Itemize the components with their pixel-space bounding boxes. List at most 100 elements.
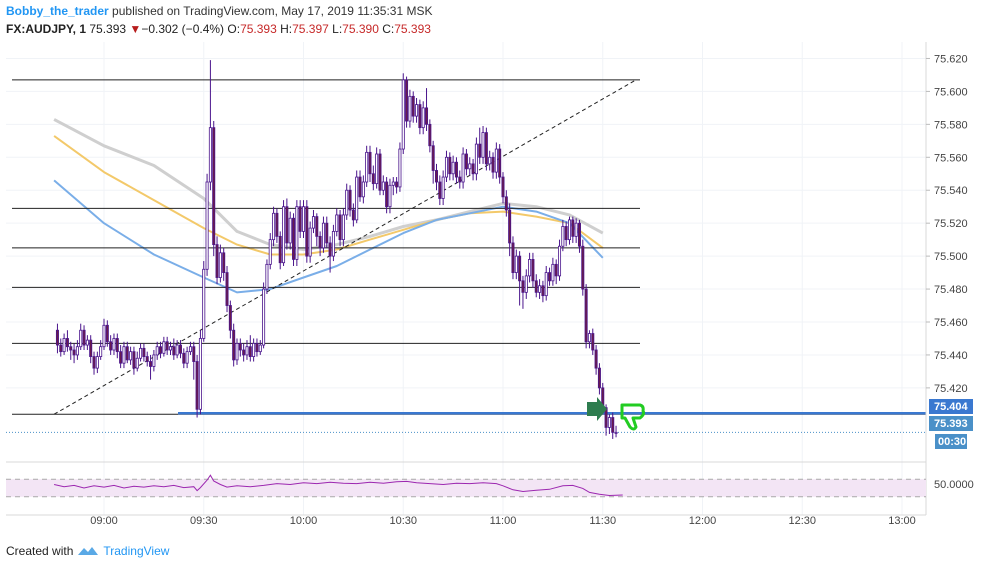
tradingview-brand[interactable]: TradingView <box>103 544 170 558</box>
candle-body <box>594 349 598 369</box>
candle-body <box>208 127 212 183</box>
candle-body <box>425 107 429 125</box>
candle-body <box>235 343 239 361</box>
rsi-band <box>6 479 926 497</box>
candle-body <box>145 356 149 362</box>
candle-body <box>105 324 109 343</box>
long-arrow-icon <box>587 397 607 421</box>
author-link[interactable]: Bobby_the_trader <box>6 4 109 18</box>
candle-body <box>102 324 106 348</box>
candle-body <box>614 431 618 434</box>
candle-body <box>355 176 359 221</box>
candle-body <box>524 275 528 293</box>
candle-body <box>511 242 515 273</box>
candle-body <box>361 181 365 198</box>
candle-body <box>245 346 249 356</box>
moving-average-line <box>53 179 604 294</box>
annotations <box>587 397 646 431</box>
y-tick-label: 75.560 <box>934 152 968 164</box>
moving-average-line <box>53 135 604 256</box>
candle-body <box>212 127 216 245</box>
candle-body <box>444 156 448 178</box>
rsi-pane[interactable] <box>6 474 926 498</box>
candle-body <box>365 151 369 183</box>
candle-body <box>471 163 475 175</box>
price-labels: 75.404 75.393 00:30 50.0000 <box>929 399 974 491</box>
candle-body <box>162 341 166 354</box>
candle-body <box>531 259 535 282</box>
symbol-name[interactable]: FX:AUDJPY, 1 <box>6 22 87 36</box>
candle-body <box>521 280 525 293</box>
candle-body <box>345 189 349 216</box>
candle-body <box>115 338 119 353</box>
candle-body <box>378 153 382 191</box>
candle-body <box>558 245 562 277</box>
candle-body <box>458 176 462 183</box>
candle-body <box>385 181 389 208</box>
candle-body <box>155 346 159 356</box>
high-label: H: <box>280 22 293 36</box>
x-tick-label: 12:00 <box>689 515 717 527</box>
y-tick-label: 75.580 <box>934 119 968 131</box>
candle-body <box>551 263 555 282</box>
candle-body <box>418 104 422 129</box>
candle-body <box>325 222 329 244</box>
open-value: 75.393 <box>240 22 277 36</box>
candle-body <box>508 209 512 244</box>
rsi-line <box>53 474 623 497</box>
candle-body <box>358 176 362 198</box>
open-label: O: <box>227 22 241 36</box>
candle-body <box>554 263 558 277</box>
price-scale[interactable]: 75.620 75.600 75.580 75.560 75.540 75.520 75.5… <box>926 53 968 395</box>
y-tick-label: 75.440 <box>934 350 968 362</box>
x-tick-label: 10:30 <box>389 515 417 527</box>
candle-body <box>401 79 405 150</box>
candle-body <box>574 222 578 237</box>
candle-body <box>225 272 229 306</box>
candle-body <box>255 343 259 353</box>
low-value: 75.390 <box>342 22 379 36</box>
candle-body <box>581 245 585 290</box>
candle-body <box>215 244 219 278</box>
candle-body <box>408 95 412 122</box>
y-tick-label: 75.420 <box>934 383 968 395</box>
y-tick-label: 75.620 <box>934 53 968 65</box>
candle-body <box>85 339 89 346</box>
candle-body <box>335 214 339 232</box>
publish-info: Bobby_the_trader published on TradingVie… <box>6 4 432 18</box>
candle-body <box>484 132 488 165</box>
candle-body <box>165 341 169 351</box>
main-pane[interactable] <box>6 42 926 462</box>
time-scale[interactable]: 09:00 09:30 10:00 10:30 11:00 11:30 12:00 12:30… <box>90 515 916 527</box>
candle-body <box>298 206 302 232</box>
x-tick-label: 09:00 <box>90 515 118 527</box>
candle-body <box>504 196 508 211</box>
candle-body <box>278 235 282 264</box>
candle-body <box>238 343 242 351</box>
candle-body <box>122 346 126 364</box>
candle-body <box>331 231 335 257</box>
candle-body <box>494 148 498 173</box>
candles <box>55 60 618 439</box>
rsi-level-label: 50.0000 <box>934 479 974 491</box>
down-arrow-icon: ▼ <box>129 22 142 36</box>
candle-body <box>321 222 325 249</box>
candle-body <box>441 176 445 199</box>
candle-body <box>338 214 342 241</box>
candle-body <box>538 285 542 293</box>
candle-body <box>149 361 153 367</box>
candle-body <box>564 226 568 241</box>
candle-body <box>561 226 565 247</box>
candle-body <box>292 217 296 260</box>
candle-body <box>597 367 601 389</box>
candle-body <box>285 206 289 244</box>
close-value: 75.393 <box>394 22 431 36</box>
candle-body <box>518 255 522 282</box>
candle-body <box>89 339 93 357</box>
candle-body <box>584 288 588 343</box>
x-tick-label: 10:00 <box>290 515 318 527</box>
candle-body <box>398 148 402 188</box>
candle-body <box>571 219 575 237</box>
candle-body <box>152 354 156 367</box>
